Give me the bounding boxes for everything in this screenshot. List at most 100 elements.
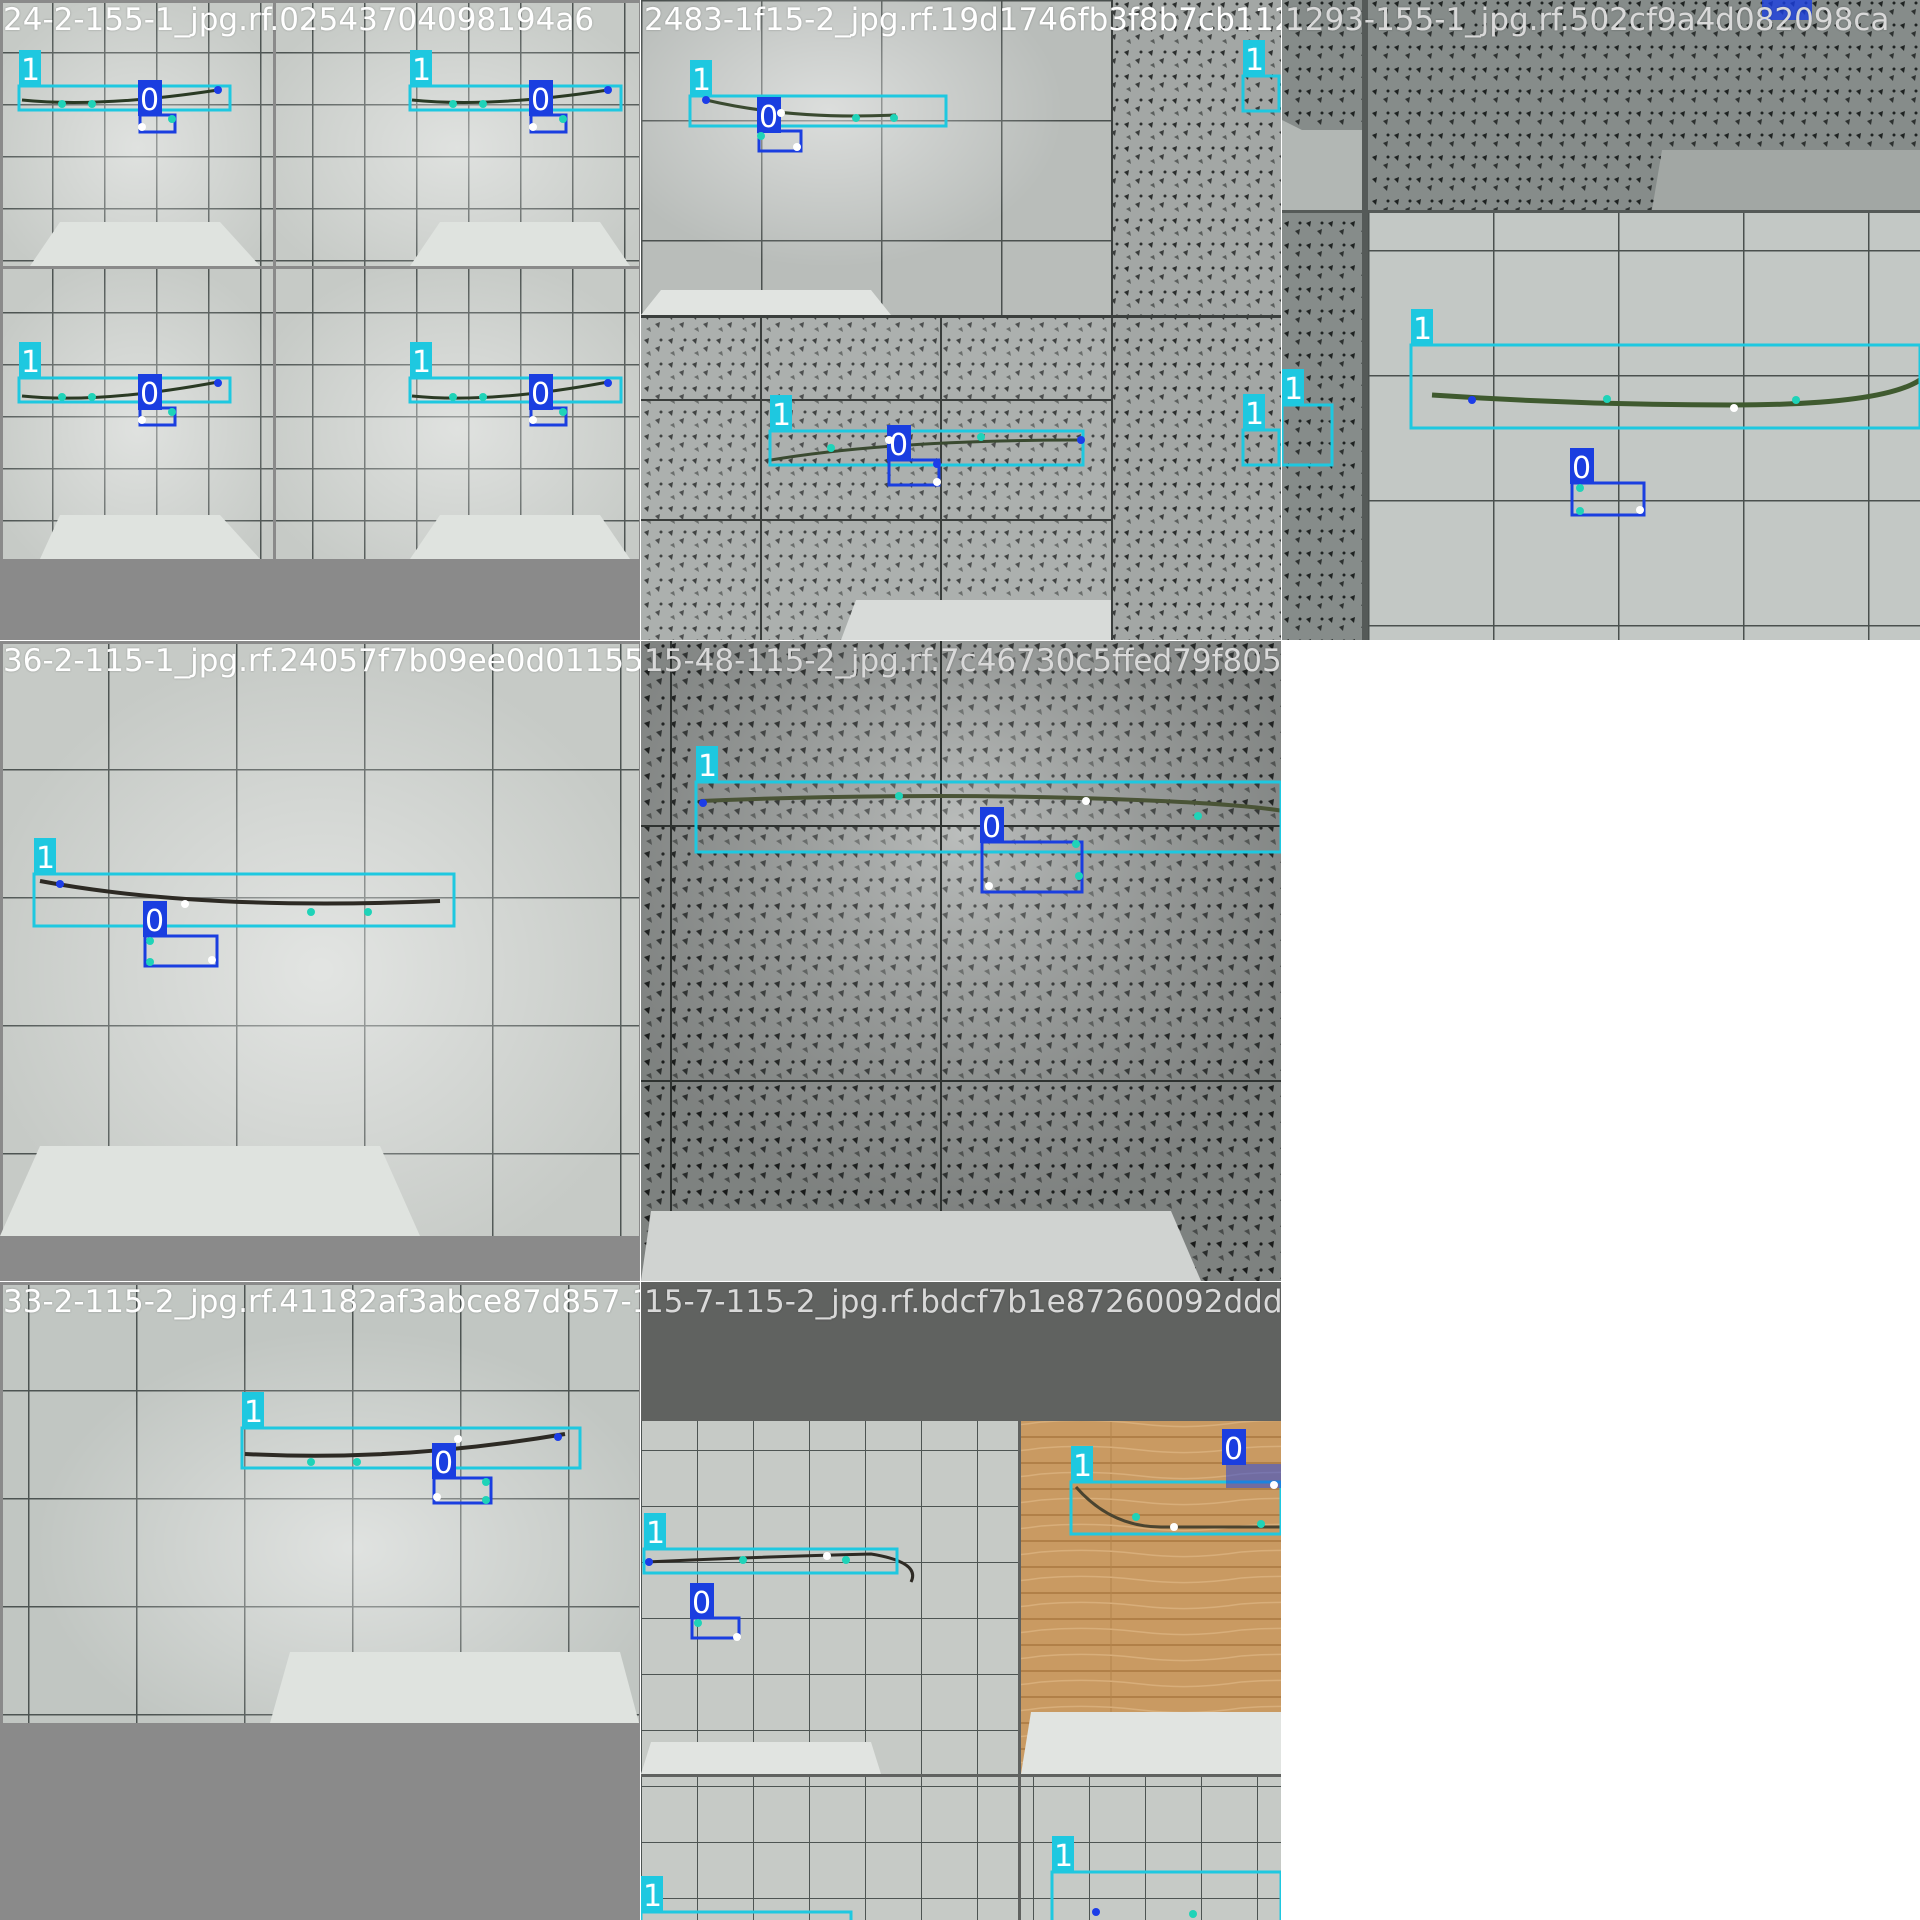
detections-tile-5: 1 0 (694, 746, 1281, 894)
class-label: 1 (1054, 1839, 1073, 1874)
class-label: 1 (692, 63, 711, 98)
keypoint (1132, 1513, 1140, 1521)
keypoint (793, 143, 801, 151)
keypoint (1082, 797, 1090, 805)
tile-label: 36-2-115-1_jpg.rf.24057f7b09ee0d01155281 (3, 643, 640, 679)
keypoint (645, 1558, 653, 1566)
keypoint (168, 115, 176, 123)
tile-label: 33-2-115-2_jpg.rf.41182af3abce87d857-1bc (3, 1284, 640, 1320)
bbox-class-1 (240, 1426, 582, 1470)
keypoint (604, 379, 612, 387)
keypoint (757, 132, 765, 140)
subimage-tl (3, 3, 273, 266)
class-label: 1 (1245, 397, 1264, 432)
tile-2-canvas: 1 0 1 0 1 1 (641, 0, 1281, 640)
bbox-class-0 (887, 458, 941, 487)
keypoint (739, 1556, 747, 1564)
class-label: 0 (1224, 1432, 1243, 1467)
tile-6: 1 0 33-2-115-2_jpg.rf.41182af3abce87d857… (0, 1282, 640, 1920)
tile-3-canvas: 1 0 1 (1282, 0, 1920, 640)
bbox-class-1 (408, 376, 623, 404)
class-label: 1 (646, 1516, 665, 1551)
keypoint (777, 109, 785, 117)
class-label: 1 (643, 1879, 662, 1914)
class-label: 1 (772, 398, 791, 433)
detections-tile-3: 1 0 1 (1282, 0, 1920, 517)
keypoint (699, 799, 707, 807)
keypoint (1792, 396, 1800, 404)
keypoint (852, 114, 860, 122)
bbox-class-0 (432, 1476, 493, 1505)
keypoint (1092, 1908, 1100, 1916)
keypoint (1194, 812, 1202, 820)
class-label: 1 (21, 345, 40, 380)
keypoint (449, 100, 457, 108)
class-label: 0 (531, 83, 550, 118)
class-label: 1 (1413, 312, 1432, 347)
class-label: 0 (1572, 451, 1591, 486)
keypoint (1075, 872, 1083, 880)
keypoint (554, 1433, 562, 1441)
keypoint (479, 393, 487, 401)
keypoint (58, 393, 66, 401)
keypoint (733, 1633, 741, 1641)
class-label: 0 (145, 904, 164, 939)
keypoint (985, 882, 993, 890)
tile-5: 1 0 15-48-115-2_jpg.rf.7c46730c5ffed79f8… (641, 641, 1281, 1281)
bbox-class-0 (143, 934, 219, 968)
keypoint (1072, 840, 1080, 848)
bbox-class-0 (980, 840, 1084, 894)
keypoint (933, 478, 941, 486)
keypoint (702, 96, 710, 104)
tile-4-canvas: 1 0 (0, 644, 639, 1236)
class-label: 0 (434, 1446, 453, 1481)
tile-3: 1 0 1 1293-155-1_jpg.rf.502cf9a4d082098c… (1282, 0, 1920, 640)
keypoint (449, 393, 457, 401)
keypoint (88, 393, 96, 401)
tile-7-canvas: 1 0 1 0 1 1 (641, 1282, 1281, 1920)
bbox-class-1 (642, 1547, 899, 1575)
keypoint (454, 1435, 462, 1443)
keypoint (181, 900, 189, 908)
keypoint (208, 956, 216, 964)
keypoint (482, 1496, 490, 1504)
tile-label: 15-48-115-2_jpg.rf.7c46730c5ffed79f805f7… (644, 643, 1281, 679)
keypoint (479, 100, 487, 108)
keypoint (895, 792, 903, 800)
subimage-br (276, 269, 639, 559)
bbox-class-1 (694, 780, 1281, 854)
keypoint (604, 86, 612, 94)
keypoint (307, 908, 315, 916)
bbox-class-1 (1069, 1480, 1281, 1536)
keypoint (307, 1458, 315, 1466)
keypoint (214, 86, 222, 94)
subimage-tr (276, 3, 639, 266)
tile-7: 1 0 1 0 1 1 15-7-115-2_jpg.rf.bdcf7b1e87… (641, 1282, 1281, 1920)
keypoint (694, 1619, 702, 1627)
keypoint (842, 1556, 850, 1564)
keypoint (559, 115, 567, 123)
bbox-class-1 (641, 1910, 853, 1920)
tile-6-canvas: 1 0 (3, 1285, 639, 1723)
keypoint (1189, 1910, 1197, 1918)
keypoint (146, 937, 154, 945)
tile-label: 24-2-155-1_jpg.rf.02543704098194a6 (3, 2, 595, 38)
detections-tile-4: 1 0 (32, 838, 456, 968)
keypoint (433, 1493, 441, 1501)
keypoint (885, 436, 893, 444)
keypoint (1468, 396, 1476, 404)
tile-2: 1 0 1 0 1 1 2483-1f15-2_jpg.rf.19d1746fb… (641, 0, 1281, 640)
detections-tile-1: 1 0 1 0 1 0 (17, 50, 623, 427)
keypoint (823, 1552, 831, 1560)
tile-1-canvas: 1 0 1 0 1 0 (3, 3, 639, 559)
keypoint (1576, 484, 1584, 492)
keypoint (529, 416, 537, 424)
keypoint (529, 123, 537, 131)
keypoint (1730, 404, 1738, 412)
bbox-class-1 (32, 872, 456, 928)
detections-tile-6: 1 0 (240, 1392, 582, 1505)
class-label: 1 (36, 841, 55, 876)
bbox-class-1 (1282, 403, 1334, 467)
keypoint (1576, 507, 1584, 515)
keypoint (1636, 506, 1644, 514)
